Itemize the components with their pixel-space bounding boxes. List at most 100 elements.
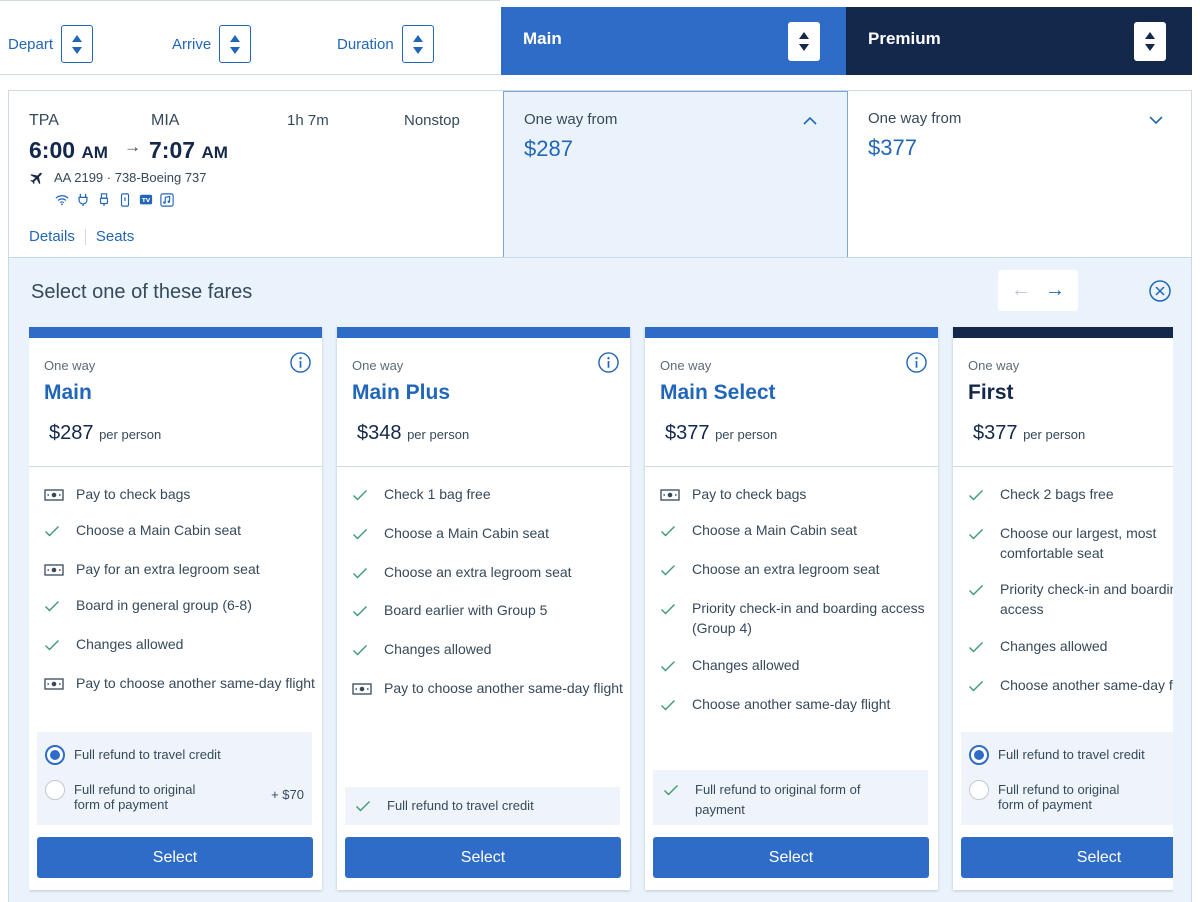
- card-header: One way First $377 per person: [953, 338, 1173, 467]
- fare-price-value: $377: [665, 422, 710, 444]
- feature-text: Check 1 bag free: [384, 486, 491, 502]
- money-icon: [660, 487, 680, 501]
- radio-unselected[interactable]: [969, 780, 989, 800]
- seats-link[interactable]: Seats: [95, 228, 135, 245]
- svg-text:TV: TV: [141, 198, 150, 204]
- main-price-cell[interactable]: One way from $287: [503, 91, 848, 258]
- sort-duration: Duration: [337, 25, 434, 63]
- sort-up-icon: [1145, 32, 1155, 39]
- flight-number: AA 2199 · 738-Boeing 737: [54, 170, 207, 185]
- cabin-main-sort-stepper[interactable]: [788, 22, 820, 61]
- select-button-main-plus[interactable]: Select: [345, 837, 621, 878]
- check-icon: [44, 523, 64, 537]
- feature-text: Choose another same-day flight: [1000, 677, 1173, 693]
- fare-price-value: $348: [357, 422, 402, 444]
- select-button-main[interactable]: Select: [37, 837, 313, 878]
- chevron-up-icon[interactable]: [803, 114, 817, 128]
- details-link[interactable]: Details: [29, 228, 75, 245]
- info-icon[interactable]: [598, 352, 619, 373]
- card-top-bar: [645, 327, 938, 338]
- radio-unselected[interactable]: [45, 780, 65, 800]
- feature-text: Pay to choose another same-day flight: [384, 680, 623, 696]
- sort-down-icon: [412, 46, 423, 54]
- fare-price: $377 per person: [973, 422, 1085, 445]
- fare-card-main-select: One way Main Select $377 per person Pay …: [645, 327, 938, 890]
- feature-text: Choose a Main Cabin seat: [76, 522, 241, 538]
- premium-price-cell[interactable]: One way from $377: [848, 91, 1193, 258]
- sort-arrive-label: Arrive: [172, 35, 212, 53]
- feature-text: Changes allowed: [76, 636, 184, 652]
- per-person-label: per person: [99, 427, 162, 442]
- radio-selected[interactable]: [969, 745, 989, 765]
- chevron-down-icon[interactable]: [1149, 113, 1163, 127]
- per-person-label: per person: [715, 427, 778, 442]
- sort-up-icon: [799, 32, 809, 39]
- feature-text: Board earlier with Group 5: [384, 602, 548, 618]
- feature-text: Pay to check bags: [692, 486, 807, 502]
- flight-row: TPA MIA 6:00 AM → 7:07 AM 1h 7m Nonstop …: [8, 90, 1193, 258]
- check-icon: [968, 526, 988, 540]
- feature-text: Check 2 bags free: [1000, 486, 1114, 502]
- panel-title: Select one of these fares: [31, 281, 253, 303]
- check-icon: [352, 565, 372, 579]
- sort-arrive: Arrive: [172, 25, 252, 63]
- info-icon[interactable]: [906, 352, 927, 373]
- card-top-bar: [29, 327, 322, 338]
- close-icon[interactable]: [1149, 280, 1171, 302]
- sort-bar: Depart Arrive Duration: [0, 0, 500, 75]
- sort-up-icon: [230, 34, 241, 42]
- sort-arrive-stepper[interactable]: [219, 25, 252, 63]
- cabin-header-premium: Premium: [846, 7, 1192, 75]
- wifi-icon: [54, 193, 69, 207]
- feature-text: Pay to check bags: [76, 486, 191, 502]
- money-icon: [352, 681, 372, 695]
- feature-text: Choose a Main Cabin seat: [692, 522, 857, 538]
- card-header: One way Main Select $377 per person: [645, 338, 938, 467]
- check-icon: [660, 601, 680, 615]
- feature-text: Full refund to original form of payment: [695, 782, 861, 817]
- refund-option-text: Full refund to original form of payment: [998, 782, 1120, 812]
- usb-icon: [96, 193, 111, 207]
- sort-depart-label: Depart: [8, 35, 54, 53]
- refund-option-text: Full refund to original form of payment: [74, 782, 196, 812]
- arrow-right-icon[interactable]: →: [1045, 279, 1065, 301]
- feature-text: Choose an extra legroom seat: [384, 564, 572, 580]
- money-icon: [44, 562, 64, 576]
- fare-price: $348 per person: [357, 422, 469, 445]
- select-button-first[interactable]: Select: [961, 837, 1173, 878]
- sort-duration-stepper[interactable]: [401, 25, 434, 63]
- money-icon: [44, 487, 64, 501]
- arrow-left-icon[interactable]: ←: [1011, 279, 1031, 301]
- feature-text: Priority check-in and boarding access: [1000, 581, 1173, 617]
- depart-time: 6:00 AM: [29, 137, 108, 164]
- fare-price: $287 per person: [49, 422, 161, 445]
- arrive-time: 7:07 AM: [149, 137, 228, 164]
- money-icon: [44, 676, 64, 690]
- fare-price: $377 per person: [665, 422, 777, 445]
- cabin-premium-title: Premium: [868, 29, 941, 48]
- feature-text: Choose another same-day flight: [692, 696, 891, 712]
- card-header: One way Main $287 per person: [29, 338, 322, 467]
- refund-option-text: Full refund to travel credit: [74, 747, 221, 762]
- per-person-label: per person: [1023, 427, 1086, 442]
- sort-up-icon: [412, 34, 423, 42]
- per-person-label: per person: [407, 427, 470, 442]
- depart-time-value: 6:00: [29, 137, 76, 163]
- cabin-premium-sort-stepper[interactable]: [1134, 22, 1166, 61]
- premium-price-value: $377: [868, 135, 917, 160]
- sort-depart-stepper[interactable]: [61, 25, 94, 63]
- refund-options: Full refund to travel credit Full refund…: [37, 732, 312, 825]
- main-price-value: $287: [524, 136, 573, 161]
- check-icon: [660, 523, 680, 537]
- check-icon: [968, 639, 988, 653]
- card-header: One way Main Plus $348 per person: [337, 338, 630, 467]
- radio-selected[interactable]: [45, 745, 65, 765]
- feature-text: Changes allowed: [384, 641, 492, 657]
- card-top-bar: [953, 327, 1173, 338]
- destination-airport: MIA: [151, 112, 180, 129]
- select-button-main-select[interactable]: Select: [653, 837, 929, 878]
- fare-carousel-nav: ← →: [998, 270, 1078, 311]
- refund-included: Full refund to travel credit: [345, 787, 620, 825]
- feature-text: Choose a Main Cabin seat: [384, 525, 549, 541]
- info-icon[interactable]: [290, 352, 311, 373]
